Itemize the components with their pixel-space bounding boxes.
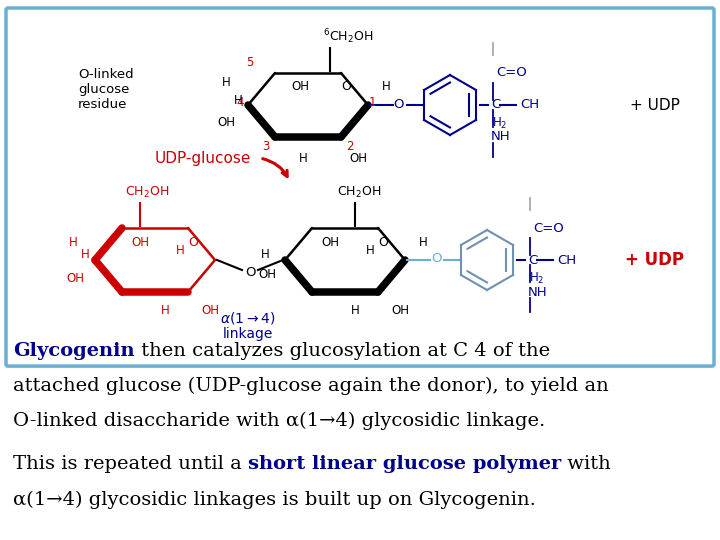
Text: short linear glucose polymer: short linear glucose polymer xyxy=(248,455,561,474)
Text: $\alpha$(1$\rightarrow$4): $\alpha$(1$\rightarrow$4) xyxy=(220,310,276,326)
Text: OH: OH xyxy=(131,235,149,248)
Text: + UDP: + UDP xyxy=(630,98,680,112)
Text: 1: 1 xyxy=(368,96,376,109)
Text: C: C xyxy=(528,253,537,267)
Text: O: O xyxy=(341,80,351,93)
Text: H: H xyxy=(418,235,428,248)
Text: α(1→4) glycosidic linkages is built up on Glycogenin.: α(1→4) glycosidic linkages is built up o… xyxy=(13,490,536,509)
Text: C=O: C=O xyxy=(533,221,564,234)
Text: 3: 3 xyxy=(262,140,270,153)
Text: H: H xyxy=(233,93,243,106)
Text: OH: OH xyxy=(291,80,309,93)
Text: C=O: C=O xyxy=(496,66,527,79)
Text: CH$_2$OH: CH$_2$OH xyxy=(125,185,169,200)
Text: H: H xyxy=(382,80,390,93)
Text: linkage: linkage xyxy=(222,327,273,341)
Text: C: C xyxy=(491,98,500,111)
Text: H$_2$: H$_2$ xyxy=(529,271,545,286)
Text: 2: 2 xyxy=(346,140,354,153)
Text: H: H xyxy=(351,303,359,316)
Text: OH: OH xyxy=(201,303,219,316)
Text: CH: CH xyxy=(557,253,576,267)
Text: H: H xyxy=(68,235,77,248)
Text: OH: OH xyxy=(321,235,339,248)
Text: NH: NH xyxy=(491,131,510,144)
Text: O: O xyxy=(394,98,404,111)
Text: CH$_2$OH: CH$_2$OH xyxy=(337,185,381,200)
FancyBboxPatch shape xyxy=(6,8,714,366)
Text: OH: OH xyxy=(349,152,367,165)
Text: O-linked disaccharide with α(1→4) glycosidic linkage.: O-linked disaccharide with α(1→4) glycos… xyxy=(13,412,545,430)
Text: O: O xyxy=(378,235,388,248)
Text: OH: OH xyxy=(258,268,276,281)
Text: OH: OH xyxy=(391,303,409,316)
Text: H$_2$: H$_2$ xyxy=(492,116,508,131)
Text: O: O xyxy=(245,266,256,279)
Text: O: O xyxy=(431,252,441,265)
Text: attached glucose (UDP-glucose again the donor), to yield an: attached glucose (UDP-glucose again the … xyxy=(13,377,608,395)
Text: H: H xyxy=(261,248,269,261)
Text: 5: 5 xyxy=(246,57,253,70)
Text: H: H xyxy=(222,77,230,90)
Text: This is repeated until a: This is repeated until a xyxy=(13,455,248,474)
Text: H: H xyxy=(299,152,307,165)
Text: O-linked
glucose
residue: O-linked glucose residue xyxy=(78,69,134,111)
Text: OH: OH xyxy=(217,117,235,130)
Text: OH: OH xyxy=(66,272,84,285)
Text: CH: CH xyxy=(520,98,539,111)
Text: H: H xyxy=(176,244,184,256)
Text: H: H xyxy=(161,303,169,316)
Text: O: O xyxy=(188,235,198,248)
Text: then catalyzes glucosylation at C 4 of the: then catalyzes glucosylation at C 4 of t… xyxy=(135,342,549,360)
Text: + UDP: + UDP xyxy=(625,251,684,269)
Text: H: H xyxy=(366,244,374,256)
Text: 4: 4 xyxy=(236,96,244,109)
Text: H: H xyxy=(81,248,89,261)
Text: NH: NH xyxy=(528,286,548,299)
Text: with: with xyxy=(561,455,611,474)
Text: Glycogenin: Glycogenin xyxy=(13,342,135,360)
Text: $\mathregular{^6}$CH$_2$OH: $\mathregular{^6}$CH$_2$OH xyxy=(323,28,373,46)
Text: UDP-glucose: UDP-glucose xyxy=(155,151,251,165)
